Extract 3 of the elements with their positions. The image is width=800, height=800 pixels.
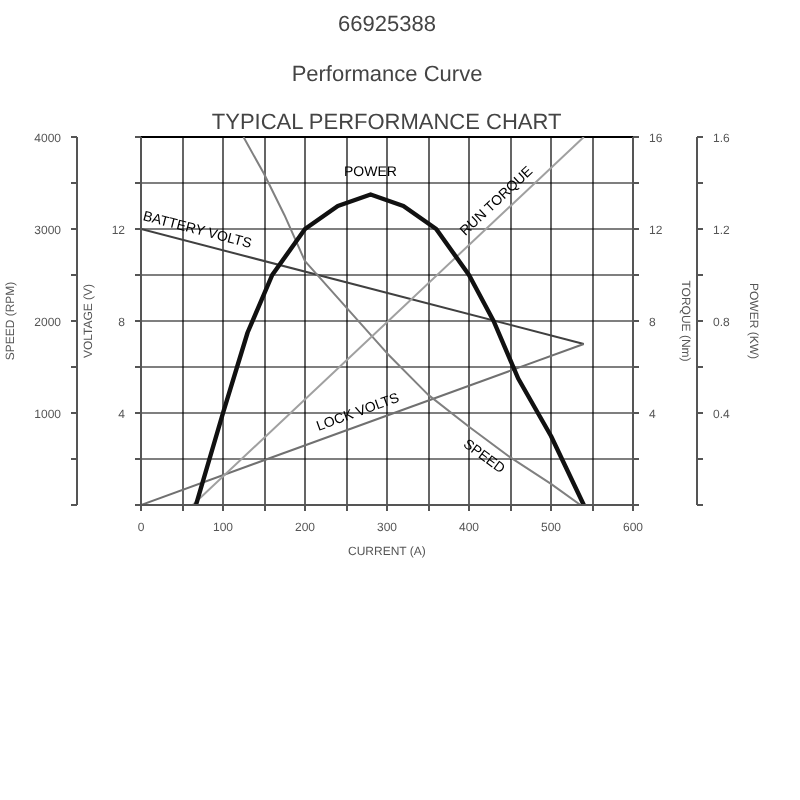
chart-subtitle: Performance Curve bbox=[291, 63, 483, 87]
text: TYPICAL PERFORMANCE CHART bbox=[211, 111, 562, 135]
chart-title: 66925388 bbox=[338, 13, 436, 37]
